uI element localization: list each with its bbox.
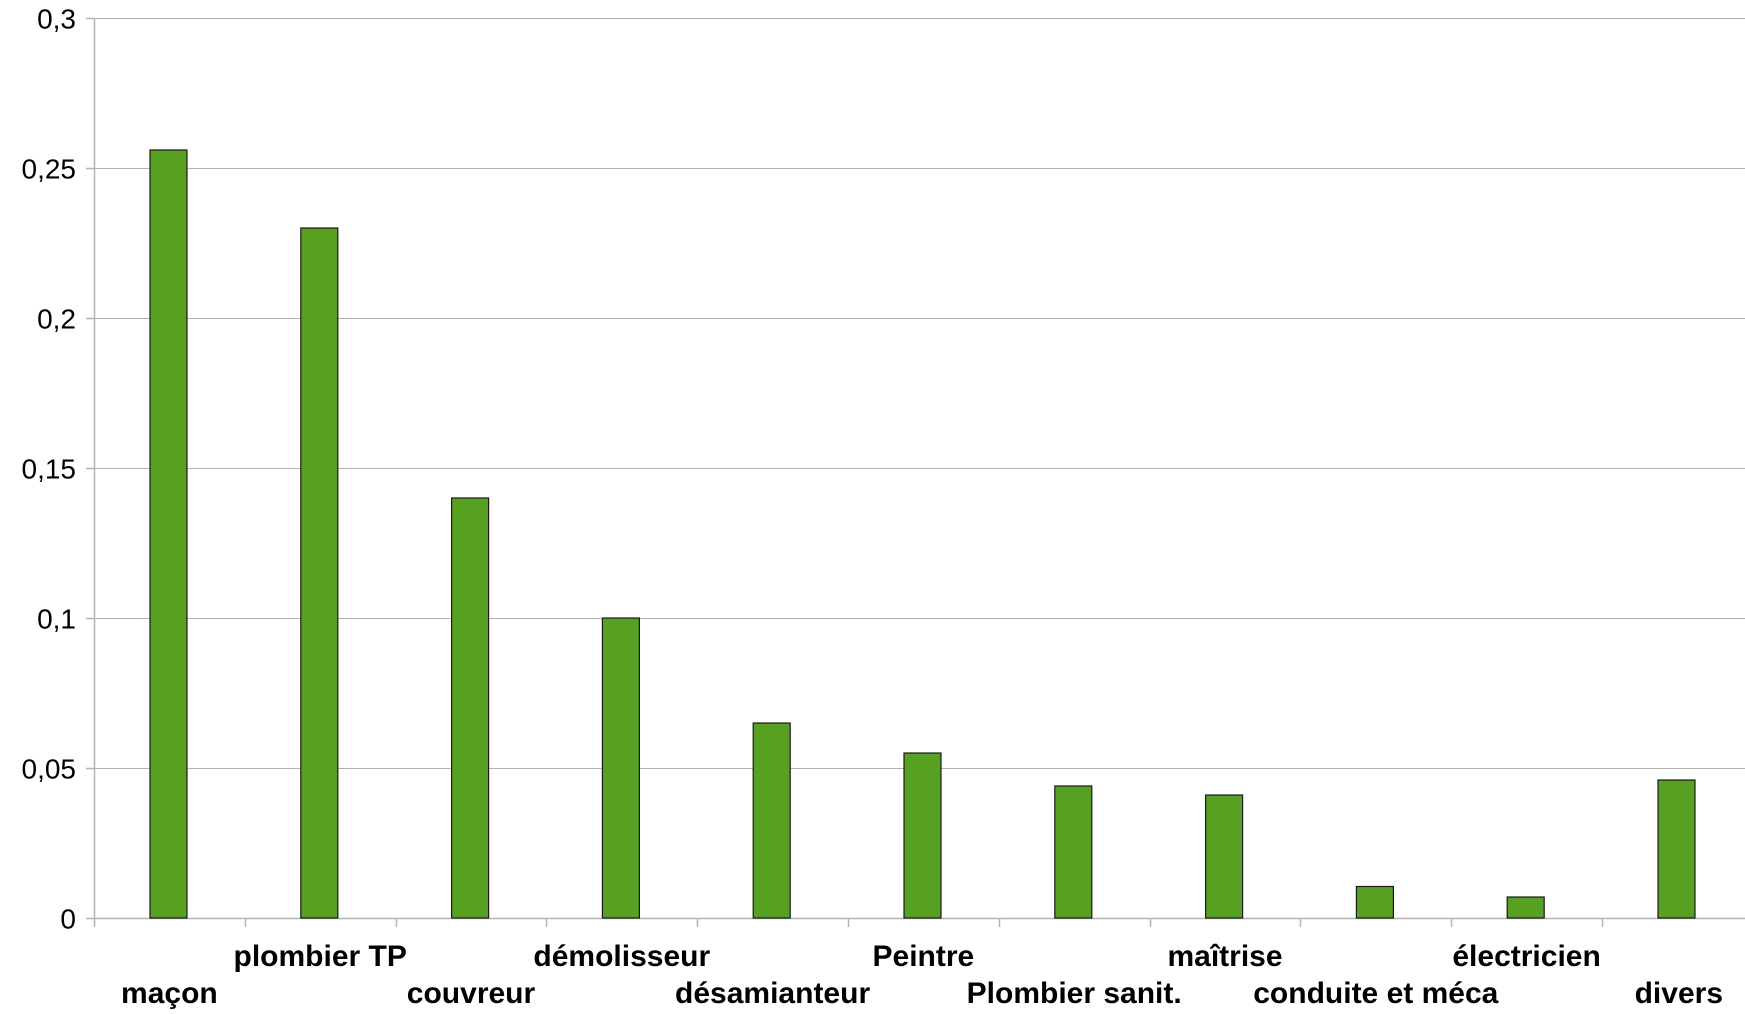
x-tick-label: désamianteur [675, 977, 870, 1010]
bar-0 [149, 149, 188, 919]
x-tick-label: maçon [121, 977, 218, 1010]
x-tick-label: électricien [1452, 940, 1600, 973]
y-tick-label: 0,3 [37, 4, 76, 35]
bar-2 [451, 497, 490, 919]
bar-7 [1204, 794, 1244, 919]
bar-8 [1355, 885, 1395, 919]
y-tick-label: 0,2 [37, 304, 76, 335]
y-tick-labels: 0 0,05 0,1 0,15 0,2 0,25 0,3 [22, 4, 77, 935]
x-tick-label: couvreur [407, 977, 536, 1010]
x-tick-label: démolisseur [533, 940, 710, 973]
x-tick-label: divers [1635, 977, 1723, 1010]
x-tick-label: plombier TP [234, 940, 407, 973]
bar-1 [300, 227, 339, 919]
y-tick-label: 0,1 [37, 604, 76, 635]
y-tick-label: 0 [60, 904, 76, 935]
y-tick-label: 0,25 [22, 154, 77, 185]
x-tick-label: maîtrise [1167, 940, 1282, 973]
x-tick-label: Plombier sanit. [967, 977, 1182, 1010]
x-tick-label: conduite et méca [1253, 977, 1498, 1010]
bar-6 [1054, 785, 1093, 919]
bar-5 [903, 752, 942, 919]
y-tick-label: 0,15 [22, 454, 77, 485]
bar-10 [1657, 779, 1696, 919]
grid-lines [94, 18, 1745, 769]
bar-4 [752, 722, 791, 919]
y-tick-label: 0,05 [22, 754, 77, 785]
x-tick-label: Peintre [873, 940, 975, 973]
bar-9 [1506, 896, 1545, 919]
bar-3 [601, 617, 641, 919]
bars [149, 149, 1696, 919]
